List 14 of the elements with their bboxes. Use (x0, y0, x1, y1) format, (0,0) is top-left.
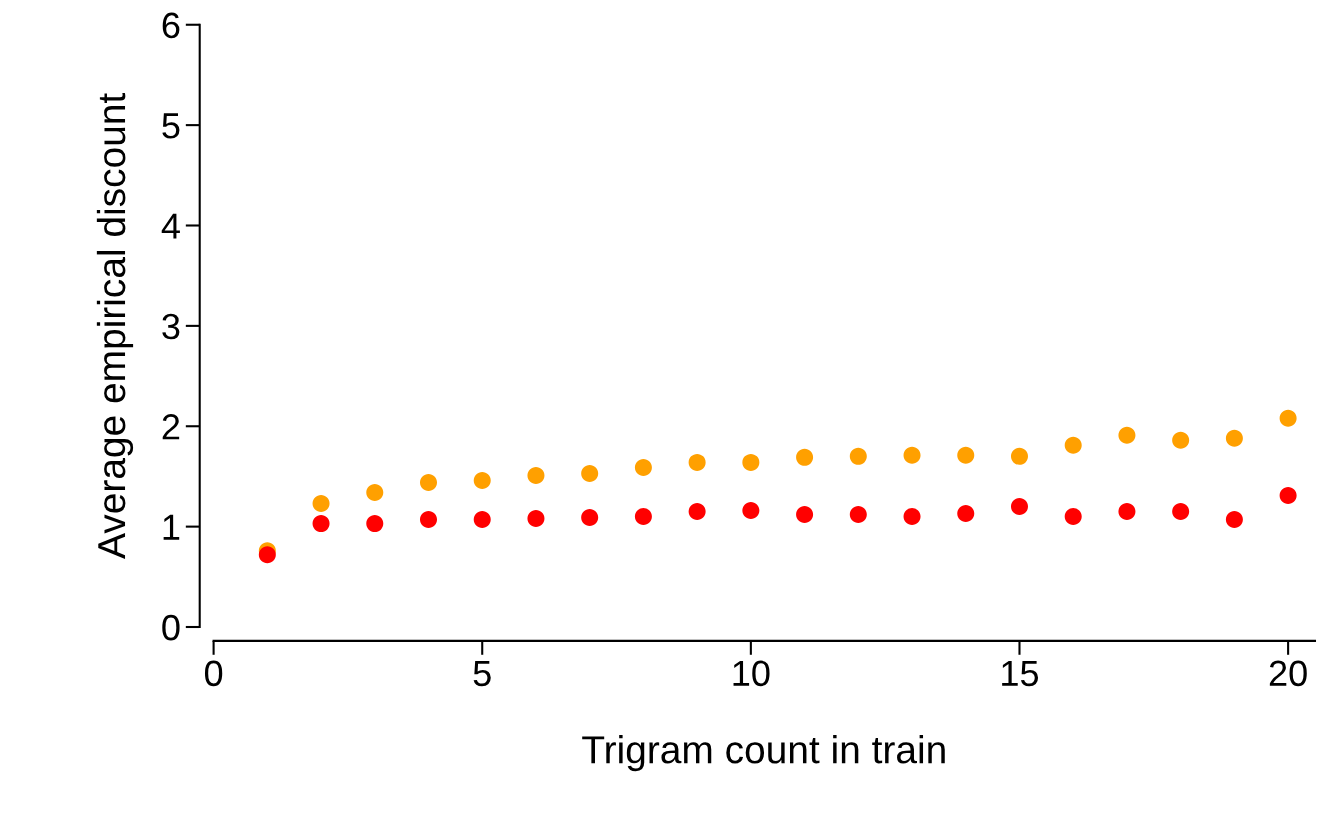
x-tick-label: 0 (204, 660, 223, 687)
y-tick-label: 3 (162, 313, 180, 340)
x-tick-label: 5 (473, 660, 491, 687)
y-axis-title: Average empirical discount (96, 93, 134, 559)
y-tick-label: 6 (162, 12, 180, 39)
y-tick-label: 0 (162, 614, 180, 641)
x-tick-label: 10 (733, 660, 770, 687)
y-tick-label: 1 (163, 514, 180, 540)
y-tick-label: 2 (162, 414, 180, 440)
x-tick-label: 20 (1269, 660, 1307, 687)
y-tick-label: 5 (162, 113, 180, 139)
x-tick-label: 15 (1002, 660, 1039, 687)
y-tick-label: 4 (161, 213, 180, 239)
x-axis-title: Trigram count in train (582, 734, 945, 772)
